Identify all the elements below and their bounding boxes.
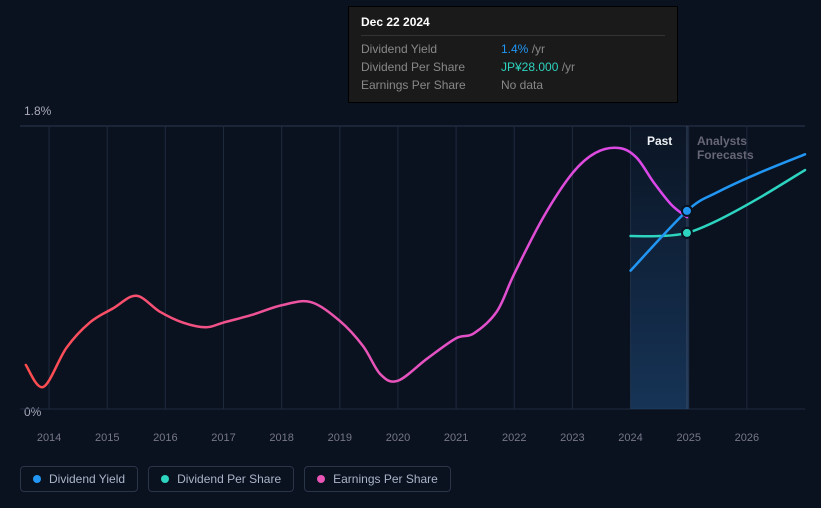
tooltip-row: Dividend Yield1.4% /yr <box>361 40 665 58</box>
tooltip-row-value: JP¥28.000 /yr <box>501 60 575 74</box>
dy-marker <box>682 206 692 216</box>
chart-area[interactable]: 1.8% 0% Past Analysts Forecasts <box>20 108 805 423</box>
x-tick: 2014 <box>37 432 61 444</box>
legend-label: Earnings Per Share <box>333 472 438 486</box>
tooltip-date: Dec 22 2024 <box>361 15 665 36</box>
x-axis: 2014 2015 2016 2017 2018 2019 2020 2021 2022 2023… <box>20 432 805 452</box>
legend-label: Dividend Yield <box>49 472 125 486</box>
x-tick: 2020 <box>386 432 410 444</box>
x-tick: 2019 <box>328 432 352 444</box>
x-tick: 2021 <box>444 432 468 444</box>
tooltip-row-value: 1.4% /yr <box>501 42 545 56</box>
x-tick: 2015 <box>95 432 119 444</box>
legend-dividend-yield[interactable]: Dividend Yield <box>20 466 138 492</box>
x-tick: 2017 <box>211 432 235 444</box>
legend-dividend-per-share[interactable]: Dividend Per Share <box>148 466 294 492</box>
x-tick: 2024 <box>618 432 642 444</box>
eps-line <box>26 148 687 387</box>
legend-dot-icon <box>33 475 41 483</box>
x-tick: 2023 <box>560 432 584 444</box>
legend-dot-icon <box>161 475 169 483</box>
x-tick: 2022 <box>502 432 526 444</box>
tooltip-row: Earnings Per ShareNo data <box>361 76 665 94</box>
tooltip-row: Dividend Per ShareJP¥28.000 /yr <box>361 58 665 76</box>
tooltip-row-value: No data <box>501 78 543 92</box>
legend-earnings-per-share[interactable]: Earnings Per Share <box>304 466 451 492</box>
legend-dot-icon <box>317 475 325 483</box>
dps-marker <box>682 228 692 238</box>
chart-svg <box>20 108 805 423</box>
tooltip-row-label: Dividend Per Share <box>361 60 501 74</box>
x-tick: 2016 <box>153 432 177 444</box>
legend-label: Dividend Per Share <box>177 472 281 486</box>
legend: Dividend Yield Dividend Per Share Earnings… <box>20 466 451 492</box>
x-tick: 2025 <box>676 432 700 444</box>
x-tick: 2026 <box>735 432 759 444</box>
x-tick: 2018 <box>269 432 293 444</box>
tooltip-row-label: Earnings Per Share <box>361 78 501 92</box>
tooltip-row-label: Dividend Yield <box>361 42 501 56</box>
chart-tooltip: Dec 22 2024 Dividend Yield1.4% /yrDivide… <box>348 6 678 103</box>
